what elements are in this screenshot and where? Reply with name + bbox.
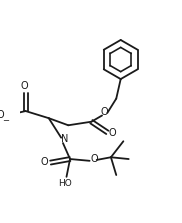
- Text: O: O: [0, 111, 5, 120]
- Text: O: O: [90, 154, 98, 164]
- Text: HO: HO: [58, 180, 72, 188]
- Text: −: −: [2, 116, 9, 125]
- Text: O: O: [21, 81, 29, 91]
- Text: O: O: [40, 157, 48, 167]
- Text: N: N: [61, 134, 68, 145]
- Text: O: O: [109, 128, 116, 138]
- Text: O: O: [100, 107, 108, 117]
